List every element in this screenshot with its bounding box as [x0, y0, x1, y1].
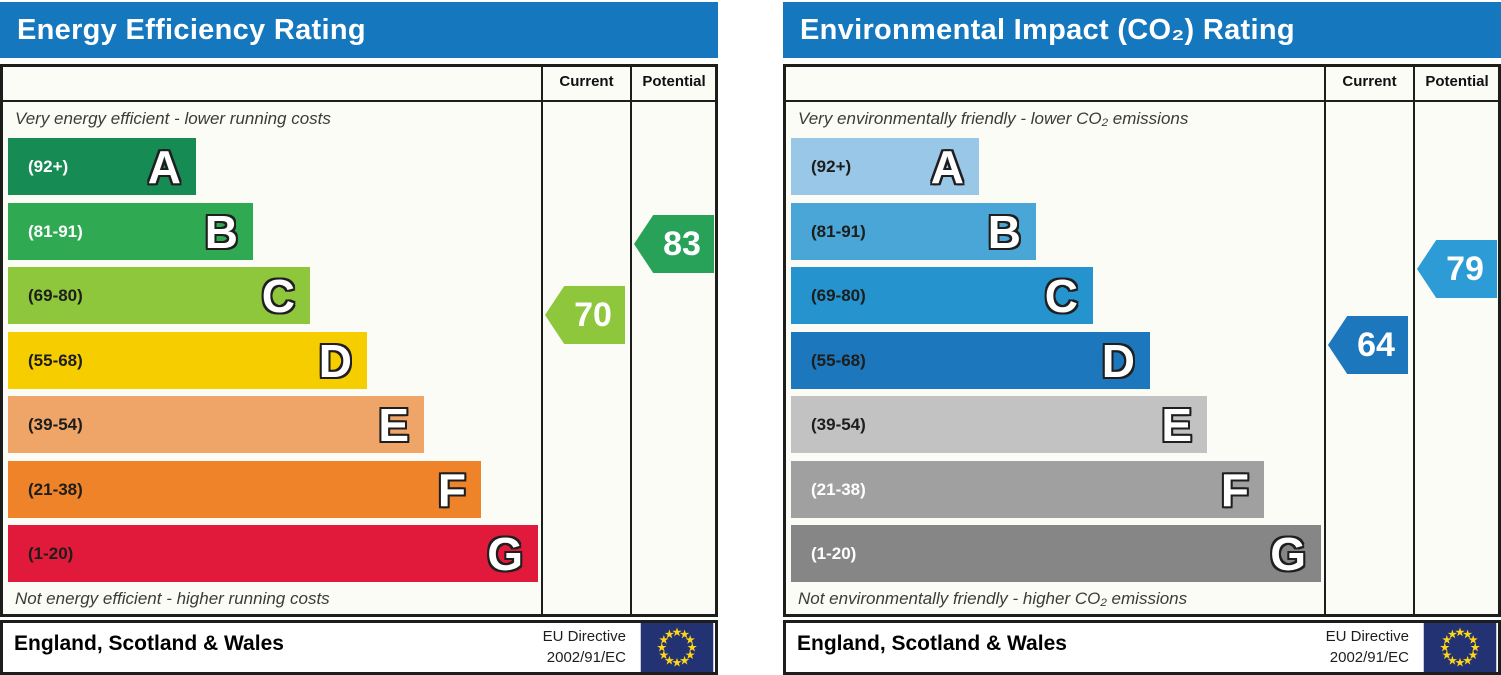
potential-column-header: Potential [642, 73, 706, 90]
band-d: (55-68) D [791, 332, 1150, 389]
potential-arrow: 79 [1417, 240, 1497, 298]
eu-flag-icon [1423, 623, 1497, 672]
band-letter: G [487, 527, 523, 580]
current-column-header: Current [559, 73, 614, 90]
eu-directive-label: EU Directive 2002/91/EC [1326, 626, 1409, 668]
region-label: England, Scotland & Wales [797, 632, 1067, 655]
band-range: (81-91) [811, 221, 866, 241]
band-range: (81-91) [28, 221, 83, 241]
environmental-impact-panel: Environmental Impact (CO₂) Rating Curren… [783, 0, 1501, 675]
band-f: (21-38) F [791, 461, 1264, 518]
potential-column-divider [630, 64, 632, 617]
band-a: (92+) A [8, 138, 196, 195]
region-label: England, Scotland & Wales [14, 632, 284, 655]
band-letter: C [261, 269, 295, 322]
band-letter: C [1044, 269, 1078, 322]
energy-efficiency-panel: Energy Efficiency Rating Current Potenti… [0, 0, 718, 675]
band-a: (92+) A [791, 138, 979, 195]
band-letter: E [1161, 398, 1192, 451]
band-range: (55-68) [811, 350, 866, 370]
top-note: Very energy efficient - lower running co… [15, 109, 331, 128]
band-letter: F [1220, 463, 1249, 516]
potential-column-divider [1413, 64, 1415, 617]
panel-title-bar: Energy Efficiency Rating [0, 2, 718, 58]
band-letter: D [1101, 334, 1135, 387]
band-range: (21-38) [28, 479, 83, 499]
bottom-note: Not environmentally friendly - higher CO… [798, 589, 1188, 608]
band-range: (55-68) [28, 350, 83, 370]
band-f: (21-38) F [8, 461, 481, 518]
header-row-divider [0, 100, 718, 102]
potential-arrow: 83 [634, 215, 714, 273]
potential-column-header: Potential [1425, 73, 1489, 90]
band-letter: B [204, 205, 238, 258]
band-letter: A [930, 140, 964, 193]
band-e: (39-54) E [791, 396, 1207, 453]
current-arrow: 70 [545, 286, 625, 344]
band-range: (92+) [811, 156, 852, 176]
eu-directive-line2: 2002/91/EC [1329, 649, 1409, 666]
eu-directive-line1: EU Directive [1325, 628, 1409, 645]
eu-directive-line1: EU Directive [542, 628, 626, 645]
band-letter: B [987, 205, 1021, 258]
band-g: (1-20) G [8, 525, 538, 582]
bottom-note: Not energy efficient - higher running co… [15, 589, 330, 608]
band-c: (69-80) C [8, 267, 310, 324]
panel-title: Environmental Impact (CO₂) Rating [800, 13, 1295, 46]
current-arrow: 64 [1328, 316, 1408, 374]
band-range: (92+) [28, 156, 69, 176]
band-letter: G [1270, 527, 1306, 580]
footer-box [0, 620, 718, 675]
band-range: (21-38) [811, 479, 866, 499]
band-g: (1-20) G [791, 525, 1321, 582]
band-d: (55-68) D [8, 332, 367, 389]
current-column-divider [1324, 64, 1326, 617]
footer-box [783, 620, 1501, 675]
band-b: (81-91) B [791, 203, 1036, 260]
header-row-divider [783, 100, 1501, 102]
panel-title-bar: Environmental Impact (CO₂) Rating [783, 2, 1501, 58]
current-column-divider [541, 64, 543, 617]
band-letter: A [147, 140, 181, 193]
band-range: (1-20) [811, 543, 857, 563]
band-c: (69-80) C [791, 267, 1093, 324]
eu-flag-icon [640, 623, 714, 672]
band-range: (1-20) [28, 543, 74, 563]
band-range: (39-54) [28, 414, 83, 434]
top-note: Very environmentally friendly - lower CO… [798, 109, 1189, 128]
band-e: (39-54) E [8, 396, 424, 453]
band-range: (69-80) [28, 285, 83, 305]
eu-directive-line2: 2002/91/EC [546, 649, 626, 666]
band-letter: E [378, 398, 409, 451]
band-letter: D [318, 334, 352, 387]
band-letter: F [437, 463, 466, 516]
eu-directive-label: EU Directive 2002/91/EC [543, 626, 626, 668]
panel-title: Energy Efficiency Rating [17, 13, 366, 46]
band-range: (39-54) [811, 414, 866, 434]
band-b: (81-91) B [8, 203, 253, 260]
band-range: (69-80) [811, 285, 866, 305]
current-column-header: Current [1342, 73, 1397, 90]
